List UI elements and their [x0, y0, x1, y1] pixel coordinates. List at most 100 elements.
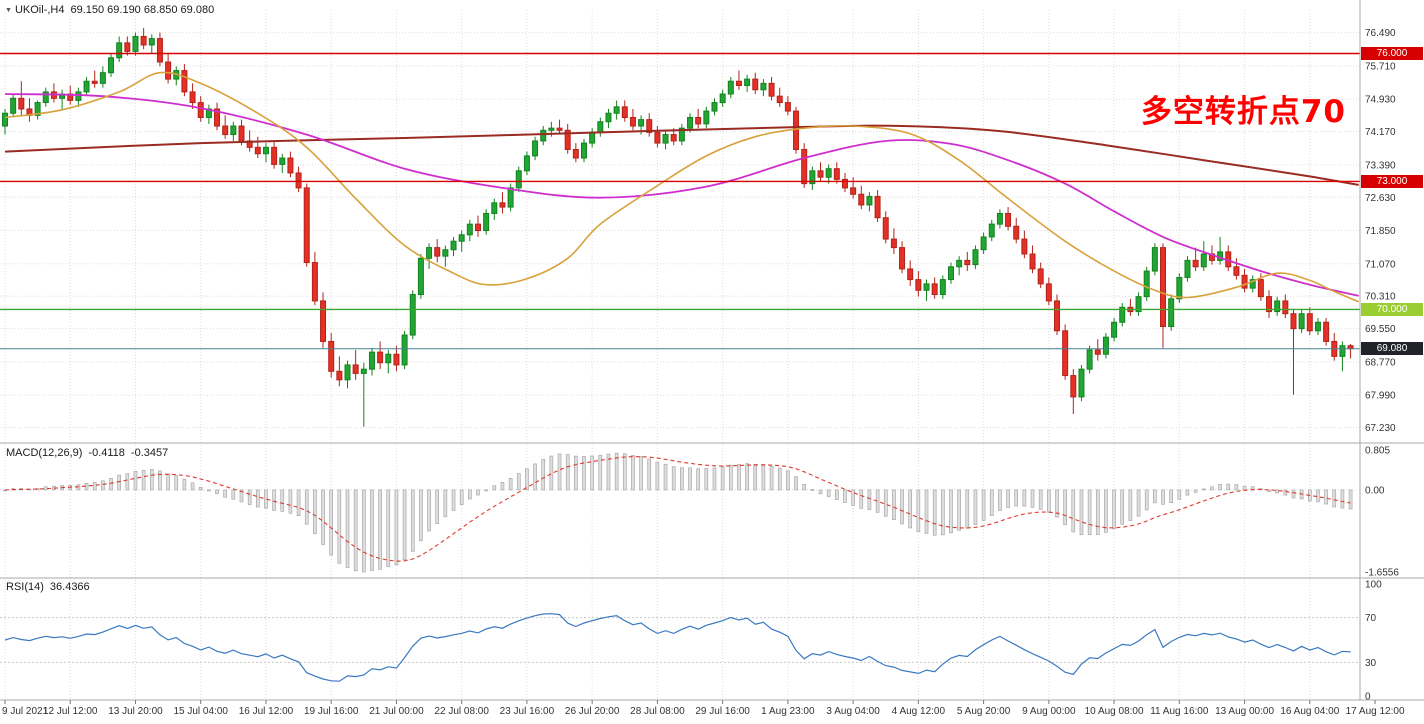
candle-body [638, 119, 645, 127]
candle-body [1160, 247, 1167, 328]
macd-histogram-bar [1242, 485, 1247, 491]
ma-fast-orange [4, 71, 1360, 303]
macd-histogram-bar [696, 468, 700, 491]
macd-histogram-bar [43, 486, 48, 491]
candle-body [654, 131, 661, 144]
macd-histogram-bar [622, 453, 627, 491]
macd-histogram-bar [296, 489, 301, 517]
candle-body [1233, 266, 1240, 276]
candle-body [711, 102, 718, 112]
macd-histogram-bar [932, 489, 937, 536]
time-tick-label: 26 Jul 20:00 [565, 706, 620, 717]
candle-body [474, 223, 481, 232]
ohlc-readout: 69.150 69.190 68.850 69.080 [70, 4, 215, 16]
candle-body [1249, 279, 1256, 289]
macd-histogram-bar [492, 485, 497, 491]
candle-body [621, 106, 628, 118]
macd-histogram-bar [1218, 484, 1222, 491]
macd-histogram-bar [1128, 489, 1133, 521]
candle-body [1282, 300, 1289, 315]
candle-body [687, 116, 694, 129]
candle-body [662, 134, 669, 144]
candle-body [189, 91, 196, 104]
macd-histogram-bar [981, 489, 986, 521]
candle-body [825, 168, 832, 178]
macd-histogram-bar [1210, 486, 1214, 491]
macd-histogram-bar [663, 463, 668, 491]
collapse-triangle-icon[interactable]: ▼ [5, 7, 12, 14]
macd-histogram-bar [1201, 488, 1206, 491]
candles-layer[interactable] [2, 27, 1354, 427]
macd-histogram-bar [533, 463, 537, 491]
price-tick-label: 68.770 [1365, 357, 1396, 368]
macd-histogram-bar [3, 489, 7, 492]
price-tick-label: 71.070 [1365, 259, 1396, 270]
candle-body [1135, 296, 1142, 313]
candle-body [1119, 306, 1126, 323]
candle-body [678, 127, 685, 142]
candle-body [124, 42, 131, 52]
price-tick-label: 67.990 [1365, 391, 1396, 402]
candle-body [401, 334, 408, 366]
rsi-indicator-label: RSI(14) 36.4366 [6, 581, 90, 593]
macd-histogram-bar [1136, 489, 1141, 517]
candle-body [91, 80, 98, 84]
macd-histogram-bar [133, 471, 138, 491]
price-tick-label: 69.550 [1365, 324, 1396, 335]
candle-body [1078, 368, 1085, 398]
macd-histogram-bar [1283, 489, 1288, 496]
price-axis[interactable]: 76.490 75.710 74.930 74.170 73.390 72.630 71.8… [1365, 28, 1396, 434]
macd-histogram-bar [280, 489, 285, 512]
macd-histogram-bar [867, 489, 872, 510]
macd-histogram-bar [109, 478, 113, 491]
candle-body [336, 370, 343, 381]
macd-histogram-bar [1063, 489, 1067, 525]
candle-body [613, 106, 620, 114]
macd-histogram-bar [639, 456, 643, 491]
rsi-panel[interactable]: 100 70 30 0 [0, 580, 1382, 703]
candle-body [735, 80, 742, 87]
price-badge-current: 69.080 [1361, 342, 1423, 355]
candle-body [450, 240, 457, 251]
time-tick-label: 29 Jul 16:00 [695, 706, 750, 717]
macd-histogram-bar [174, 475, 179, 491]
candle-body [1298, 313, 1305, 330]
macd-indicator-label: MACD(12,26,9) -0.4118 -0.3457 [6, 447, 168, 459]
candle-body [491, 202, 498, 214]
macd-histogram-bar [769, 465, 774, 491]
panel-separators [0, 0, 1424, 701]
macd-histogram-bar [704, 468, 709, 491]
candle-body [1176, 276, 1183, 300]
candle-body [768, 82, 775, 97]
macd-histogram-bar [728, 464, 733, 491]
candle-body [42, 91, 49, 104]
candle-body [874, 195, 881, 219]
candle-body [581, 142, 588, 159]
candle-body [956, 259, 963, 268]
macd-histogram-bar [541, 459, 546, 491]
candle-body [1257, 279, 1264, 298]
time-tick-label: 10 Aug 08:00 [1085, 706, 1144, 717]
candle-body [1306, 313, 1313, 332]
macd-histogram-bar [223, 489, 227, 498]
candle-body [360, 368, 367, 374]
candle-body [646, 119, 653, 133]
candle-body [165, 61, 172, 80]
macd-histogram-bar [941, 489, 945, 536]
macd-histogram-bar [590, 455, 594, 491]
macd-histogram-bar [851, 489, 855, 506]
time-tick-label: 19 Jul 16:00 [304, 706, 359, 717]
macd-panel[interactable]: 0.805 0.00 -1.6556 [0, 446, 1399, 579]
rsi-tick-label: 30 [1365, 658, 1377, 669]
macd-histogram-bar [459, 489, 464, 505]
macd-histogram-bar [1193, 489, 1198, 493]
candle-body [850, 187, 857, 195]
macd-histogram-bar [158, 470, 162, 491]
macd-histogram-bar [810, 489, 815, 491]
macd-histogram-bar [1185, 489, 1190, 496]
symbol-timeframe-label: UKOil-,H4 [14, 4, 65, 16]
macd-histogram-bar [802, 484, 806, 491]
macd-histogram-bar [313, 489, 317, 535]
